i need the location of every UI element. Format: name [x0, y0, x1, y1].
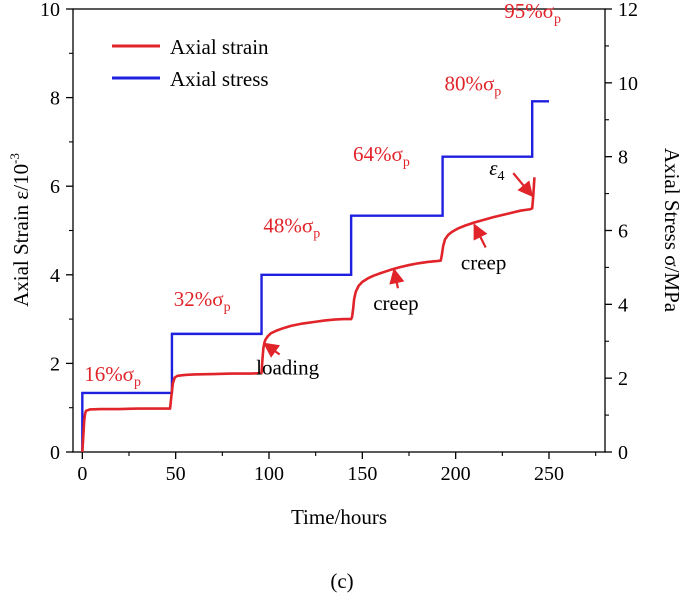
- y-right-tick-label: 4: [618, 294, 628, 316]
- right-axis-ticks: 0 2 4 6 8 10 12: [605, 0, 638, 464]
- x-tick-label: 200: [441, 463, 471, 485]
- annotation-arrow: [389, 267, 405, 289]
- x-tick-label: 50: [166, 463, 186, 485]
- right-axis-title: Axial Stress σ/MPa: [660, 148, 684, 313]
- y-left-tick-label: 10: [40, 0, 60, 21]
- x-axis-title: Time/hours: [291, 505, 387, 529]
- stress-level-label: 16%σp: [84, 362, 141, 390]
- x-tick-label: 250: [534, 463, 564, 485]
- y-right-tick-label: 8: [618, 147, 628, 169]
- plot-frame: [72, 8, 606, 453]
- y-right-tick-label: 0: [618, 442, 628, 464]
- y-right-tick-label: 10: [618, 73, 638, 95]
- y-left-tick-label: 2: [50, 353, 60, 375]
- y-left-tick-label: 0: [50, 442, 60, 464]
- stress-level-labels: 16%σp 32%σp 48%σp 64%σp 80%σp 95%σp: [84, 0, 561, 390]
- left-axis-title: Axial Strain ε/10-3: [7, 153, 33, 307]
- series-line-axial-stress: [81, 100, 549, 452]
- arrow-label: creep: [461, 250, 506, 274]
- y-right-tick-label: 6: [618, 221, 628, 243]
- arrow-label: creep: [373, 291, 418, 315]
- y-left-tick-label: 4: [50, 265, 60, 287]
- annotation-arrow: [263, 342, 281, 358]
- x-tick-label: 150: [347, 463, 377, 485]
- legend: Axial strain Axial stress: [112, 35, 269, 91]
- left-axis-ticks: 0 2 4 6 8 10: [40, 0, 73, 464]
- stress-level-label: 64%σp: [353, 142, 410, 170]
- y-left-tick-label: 8: [50, 88, 60, 110]
- arrow-label: loading: [256, 355, 319, 379]
- y-right-tick-label: 2: [618, 368, 628, 390]
- stress-level-label: 48%σp: [263, 214, 320, 242]
- annotation-arrow: [512, 172, 534, 198]
- stress-level-label: 80%σp: [444, 72, 501, 100]
- x-tick-label: 100: [254, 463, 284, 485]
- x-tick-label: 0: [77, 463, 87, 485]
- stress-level-label: 32%σp: [174, 287, 231, 315]
- y-right-tick-label: 12: [618, 0, 638, 21]
- x-axis-ticks: 0 50 100 150 200 250: [77, 452, 597, 485]
- y-left-tick-label: 6: [50, 176, 60, 198]
- legend-label-axial-strain: Axial strain: [170, 35, 269, 59]
- legend-label-axial-stress: Axial stress: [170, 67, 269, 91]
- series-line-axial-strain: [81, 177, 536, 453]
- annotation-arrows: loading creep creep ε4: [256, 156, 534, 379]
- figure-caption: (c): [330, 569, 353, 593]
- arrow-label: ε4: [489, 156, 504, 184]
- stress-level-label: 95%σp: [504, 0, 561, 27]
- annotation-arrow: [473, 223, 488, 248]
